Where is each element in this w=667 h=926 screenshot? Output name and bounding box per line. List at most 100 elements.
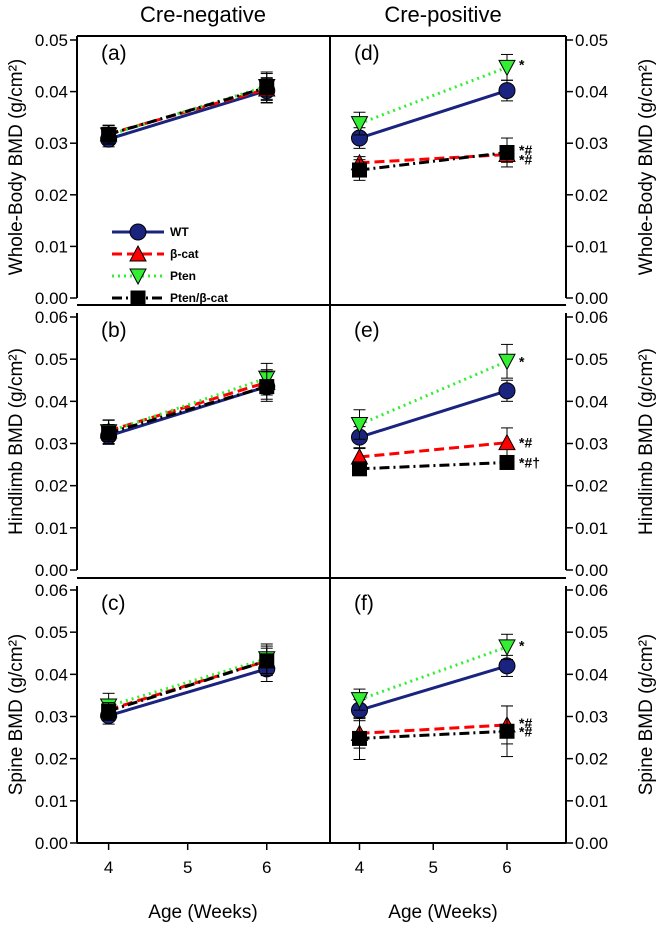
panels: 0.00 0.01 0.02 0.03 0.04 0.05 Whole-Body BMD (… [6,31,657,877]
data-point [498,433,516,451]
y-tick-label: 0.01 [575,237,608,256]
y-axis-label: Whole-Body BMD (g/cm²) [636,59,657,275]
y-tick-label: 0.05 [35,350,68,369]
legend-marker [129,223,147,241]
series-line [359,150,508,172]
y-tick-label: 0.03 [575,708,608,727]
series-line [359,460,508,471]
y-tick-label: 0.04 [35,83,68,102]
y-tick-label: 0.00 [35,289,68,308]
series-line [108,657,268,708]
frame [77,35,566,843]
y-tick-label: 0.02 [575,750,608,769]
y-tick-label: 0.05 [575,31,608,50]
column-title-cre-negative: Cre-negative [140,2,266,27]
data-point [259,379,275,395]
y-tick-label: 0.06 [35,308,68,327]
significance-label: * [519,353,525,369]
y-axis-label: Whole-Body BMD (g/cm²) [6,59,27,275]
y-tick-label: 0.00 [575,561,608,580]
data-point [498,382,516,400]
panel-label: (e) [354,319,380,342]
series-line [359,664,508,712]
legend-label: Pten [170,269,196,283]
panel-label: (a) [101,42,127,65]
legend-label: β-cat [170,247,199,261]
y-tick-label: 0.02 [575,186,608,205]
y-tick-label: 0.03 [35,435,68,454]
chart-panel-b: 0.00 0.01 0.02 0.03 0.04 0.05 0.06 Hindlimb BMD… [6,308,276,580]
y-tick-label: 0.06 [35,581,68,600]
y-tick-label: 0.03 [35,708,68,727]
y-tick-label: 0.01 [575,519,608,538]
series-line [108,376,268,434]
y-tick-label: 0.02 [35,477,68,496]
series-line [108,89,268,141]
y-tick-label: 0.02 [35,750,68,769]
y-axis-label: Hindlimb BMD (g/cm²) [636,348,657,535]
y-axis-label: Hindlimb BMD (g/cm²) [6,348,27,535]
significance-label: *#† [519,454,540,470]
series-line [359,441,508,459]
x-tick-label: 6 [262,858,271,877]
series-line [359,729,508,740]
panel-label: (c) [101,592,126,615]
y-tick-label: 0.04 [575,83,608,102]
y-tick-label: 0.01 [35,519,68,538]
series-line [359,389,508,439]
chart-panel-d: 0.00 0.01 0.02 0.03 0.04 0.05 Whole-Body BMD (… [350,31,657,308]
x-axis-label-right: Age (Weeks) [388,902,497,923]
panel-label: (d) [354,42,380,65]
x-tick-label: 5 [183,858,192,877]
data-point [101,703,117,719]
data-point [101,126,117,142]
data-point [499,144,515,160]
data-point [259,653,275,669]
y-tick-label: 0.02 [575,477,608,496]
data-point [350,116,369,133]
column-title-cre-positive: Cre-positive [384,2,501,27]
data-point [498,82,516,100]
legend-marker [129,244,147,262]
data-point [352,730,367,746]
y-tick-label: 0.02 [35,186,68,205]
y-tick-label: 0.04 [575,392,608,411]
x-tick-label: 5 [429,858,438,877]
significance-label: *# [519,152,532,168]
series-line [108,667,268,718]
data-point [498,639,516,656]
significance-label: * [519,56,525,72]
y-tick-label: 0.04 [35,392,68,411]
y-tick-label: 0.01 [35,792,68,811]
y-tick-label: 0.04 [35,665,68,684]
x-tick-label: 6 [502,858,511,877]
y-tick-label: 0.03 [35,134,68,153]
series-line [359,723,508,735]
y-tick-label: 0.04 [575,665,608,684]
significance-label: *# [519,715,532,731]
y-tick-label: 0.05 [35,31,68,50]
data-point [499,723,515,739]
legend-marker [130,290,146,306]
data-point [499,454,515,470]
legend-marker [129,268,147,286]
x-tick-label: 4 [104,858,113,877]
series-line [358,645,508,702]
x-axis-label-left: Age (Weeks) [148,902,257,923]
series-line [108,380,268,433]
y-tick-label: 0.05 [575,350,608,369]
y-tick-label: 0.00 [35,834,68,853]
y-tick-label: 0.06 [575,581,608,600]
significance-label: *# [519,723,532,739]
y-tick-label: 0.00 [575,289,608,308]
series-line [108,659,268,713]
chart-panel-a: 0.00 0.01 0.02 0.03 0.04 0.05 Whole-Body BMD (… [6,31,276,308]
y-tick-label: 0.05 [575,623,608,642]
y-axis-label: Spine BMD (g/cm²) [636,634,657,796]
legend-label: Pten/β-cat [170,291,228,305]
data-point [352,162,367,178]
series-line [358,359,508,426]
legend-label: WT [170,225,189,239]
significance-label: *# [519,435,532,451]
y-tick-label: 0.01 [575,792,608,811]
